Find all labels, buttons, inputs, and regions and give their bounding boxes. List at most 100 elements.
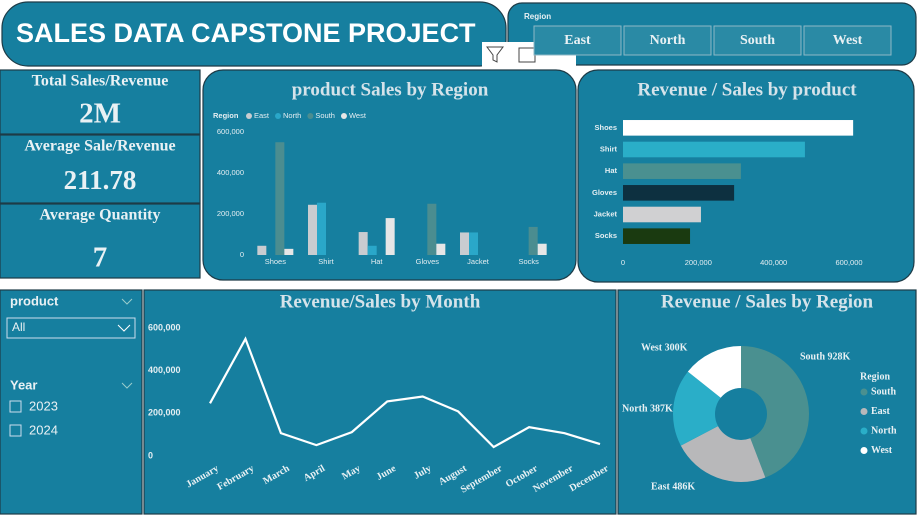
x-tick-label: Socks bbox=[518, 257, 539, 266]
checkbox[interactable] bbox=[9, 424, 22, 437]
y-tick-label: 400,000 bbox=[148, 365, 181, 375]
legend-swatch bbox=[860, 388, 868, 396]
checkbox-label: 2023 bbox=[29, 398, 58, 413]
bar bbox=[623, 120, 854, 136]
bar bbox=[308, 204, 317, 255]
slicer-button[interactable] bbox=[533, 25, 622, 56]
title-panel bbox=[1, 1, 507, 67]
chart-title: Revenue / Sales by product bbox=[637, 79, 857, 100]
kpi-card bbox=[0, 203, 201, 279]
slicer-button[interactable] bbox=[713, 25, 802, 56]
bar bbox=[623, 185, 735, 201]
legend-swatch bbox=[860, 408, 868, 415]
donut-slice bbox=[673, 371, 721, 446]
kpi-value: 7 bbox=[93, 242, 108, 274]
x-tick-label: 400,000 bbox=[760, 258, 787, 267]
donut-slice bbox=[687, 346, 741, 398]
kpi-label: Total Sales/Revenue bbox=[32, 73, 169, 90]
line bbox=[209, 336, 601, 449]
product-dropdown[interactable] bbox=[6, 317, 136, 339]
y-tick-label: 200,000 bbox=[148, 408, 181, 418]
x-tick-label: Jacket bbox=[467, 257, 490, 266]
y-tick-label: 0 bbox=[240, 250, 244, 259]
dashboard-title: SALES DATA CAPSTONE PROJECT bbox=[16, 18, 476, 48]
chart-panel bbox=[202, 69, 577, 281]
legend-label: East bbox=[871, 406, 891, 417]
collapse-icon[interactable] bbox=[121, 382, 133, 389]
legend-label: West bbox=[871, 445, 893, 456]
y-tick-label: Jacket bbox=[594, 209, 618, 218]
bar bbox=[623, 228, 691, 244]
slicer-button[interactable] bbox=[803, 25, 892, 56]
dropdown-arrow bbox=[117, 324, 131, 332]
y-tick-label: Gloves bbox=[592, 188, 617, 197]
y-tick-label: 400,000 bbox=[217, 168, 244, 177]
collapse-icon[interactable] bbox=[121, 298, 133, 305]
legend-title: Region bbox=[213, 111, 239, 120]
chart-panel bbox=[143, 289, 617, 515]
bar bbox=[427, 203, 437, 255]
donut-slice bbox=[741, 346, 809, 478]
kpi-card bbox=[0, 134, 201, 204]
y-tick-label: 600,000 bbox=[148, 322, 181, 332]
y-tick-label: Socks bbox=[595, 231, 617, 240]
y-tick-label: 600,000 bbox=[217, 127, 244, 136]
bar bbox=[358, 232, 368, 255]
filter-icon[interactable] bbox=[486, 46, 504, 63]
kpi-label: Average Quantity bbox=[39, 207, 160, 224]
bar bbox=[257, 245, 267, 255]
legend-swatch bbox=[307, 113, 314, 119]
bar bbox=[284, 248, 294, 255]
bar bbox=[385, 218, 395, 255]
kpi-value: 2M bbox=[79, 98, 121, 130]
bar bbox=[528, 226, 538, 255]
x-tick-label: Gloves bbox=[416, 257, 440, 266]
bar bbox=[623, 206, 701, 223]
bar bbox=[623, 163, 741, 179]
chart-title: Revenue / Sales by Region bbox=[661, 291, 874, 312]
kpi-card bbox=[0, 69, 201, 135]
legend-label: West bbox=[349, 111, 367, 120]
bar bbox=[623, 141, 805, 158]
y-tick-label: Shirt bbox=[600, 144, 618, 153]
filter-label: product bbox=[10, 293, 59, 308]
checkbox-label: 2024 bbox=[29, 422, 58, 437]
slicer-option: South bbox=[740, 33, 775, 48]
legend-swatch bbox=[246, 113, 252, 119]
y-tick-label: Shoes bbox=[594, 123, 617, 132]
checkbox[interactable] bbox=[9, 400, 22, 413]
kpi-value: 211.78 bbox=[64, 165, 137, 195]
legend-swatch bbox=[275, 113, 282, 119]
bar bbox=[317, 202, 326, 255]
bar bbox=[537, 243, 547, 255]
slicer-option: East bbox=[564, 33, 591, 48]
donut-slice bbox=[680, 426, 766, 483]
legend-swatch bbox=[340, 113, 347, 119]
legend-swatch bbox=[860, 427, 868, 435]
legend-label: North bbox=[283, 111, 301, 120]
filter-label: Year bbox=[10, 377, 37, 392]
x-tick-label: 200,000 bbox=[685, 258, 712, 267]
y-tick-label: Hat bbox=[605, 166, 618, 175]
y-tick-label: 0 bbox=[148, 450, 153, 460]
bar bbox=[275, 142, 285, 255]
legend-label: North bbox=[871, 425, 897, 436]
x-tick-label: Shoes bbox=[265, 257, 287, 266]
slicer-option: West bbox=[833, 33, 863, 48]
chart-title: product Sales by Region bbox=[292, 79, 489, 100]
legend-label: South bbox=[315, 111, 335, 120]
legend-title: Region bbox=[860, 371, 890, 382]
dropdown-value: All bbox=[12, 320, 25, 334]
legend-label: South bbox=[871, 386, 896, 397]
slicer-button[interactable] bbox=[623, 25, 712, 56]
data-label: North 387K bbox=[622, 403, 673, 414]
bar bbox=[436, 243, 446, 255]
legend-label: East bbox=[254, 111, 270, 120]
bar bbox=[469, 232, 478, 255]
y-tick-label: 200,000 bbox=[217, 209, 244, 218]
x-tick-label: Shirt bbox=[318, 257, 334, 266]
data-label: South 928K bbox=[800, 351, 851, 362]
x-tick-label: 600,000 bbox=[835, 258, 862, 267]
x-tick-label: Hat bbox=[371, 257, 384, 266]
